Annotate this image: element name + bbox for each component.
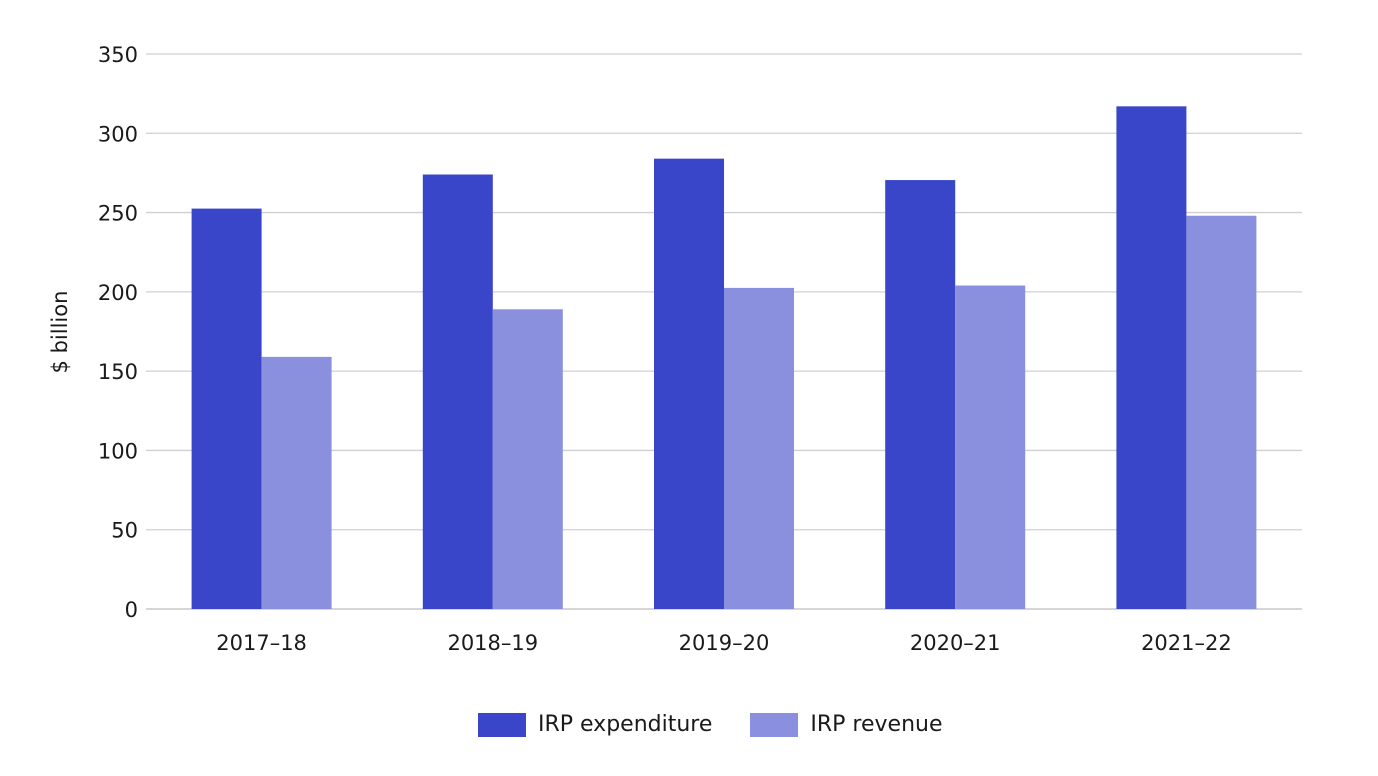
x-tick-label: 2018–19: [447, 631, 538, 655]
y-tick-label: 300: [98, 122, 138, 146]
x-tick-label: 2020–21: [910, 631, 1001, 655]
bar-revenue: [1186, 215, 1257, 609]
bar-revenue: [724, 287, 794, 609]
bar-expenditure: [1116, 106, 1187, 609]
bar-revenue: [955, 285, 1026, 609]
y-tick-label: 100: [98, 439, 138, 463]
legend-label-revenue: IRP revenue: [810, 712, 943, 737]
bar-expenditure: [885, 180, 956, 610]
y-axis-title: $ billion: [48, 291, 72, 374]
legend-item-revenue: IRP revenue: [750, 712, 943, 737]
bar-expenditure: [191, 208, 262, 609]
y-tick-label: 150: [98, 360, 138, 384]
bar-expenditure: [422, 174, 493, 609]
legend-swatch-expenditure: [478, 712, 526, 737]
x-tick-label: 2017–18: [216, 631, 307, 655]
x-tick-label: 2019–20: [679, 631, 770, 655]
legend-item-expenditure: IRP expenditure: [478, 712, 712, 737]
legend: IRP expenditure IRP revenue: [478, 712, 981, 737]
legend-label-expenditure: IRP expenditure: [538, 712, 713, 737]
y-tick-label: 50: [111, 519, 138, 543]
y-axis-ticks: 0 50 100 150 200 250 300 350: [98, 43, 138, 622]
bar-expenditure: [654, 158, 724, 609]
bar-revenue: [492, 309, 563, 609]
x-axis-ticks: 2017–18 2018–19 2019–20 2020–21 2021–22: [216, 631, 1231, 655]
legend-swatch-revenue: [750, 712, 799, 737]
bar-revenue: [261, 356, 332, 609]
y-tick-label: 350: [98, 43, 138, 67]
bar-chart: 0 50 100 150 200 250 300 350 2017–18 2018–19 2019…: [48, 43, 1302, 655]
y-tick-label: 250: [98, 202, 138, 226]
bars: [191, 106, 1257, 610]
y-tick-label: 0: [125, 598, 138, 622]
x-tick-label: 2021–22: [1141, 631, 1232, 655]
y-tick-label: 200: [98, 281, 138, 305]
